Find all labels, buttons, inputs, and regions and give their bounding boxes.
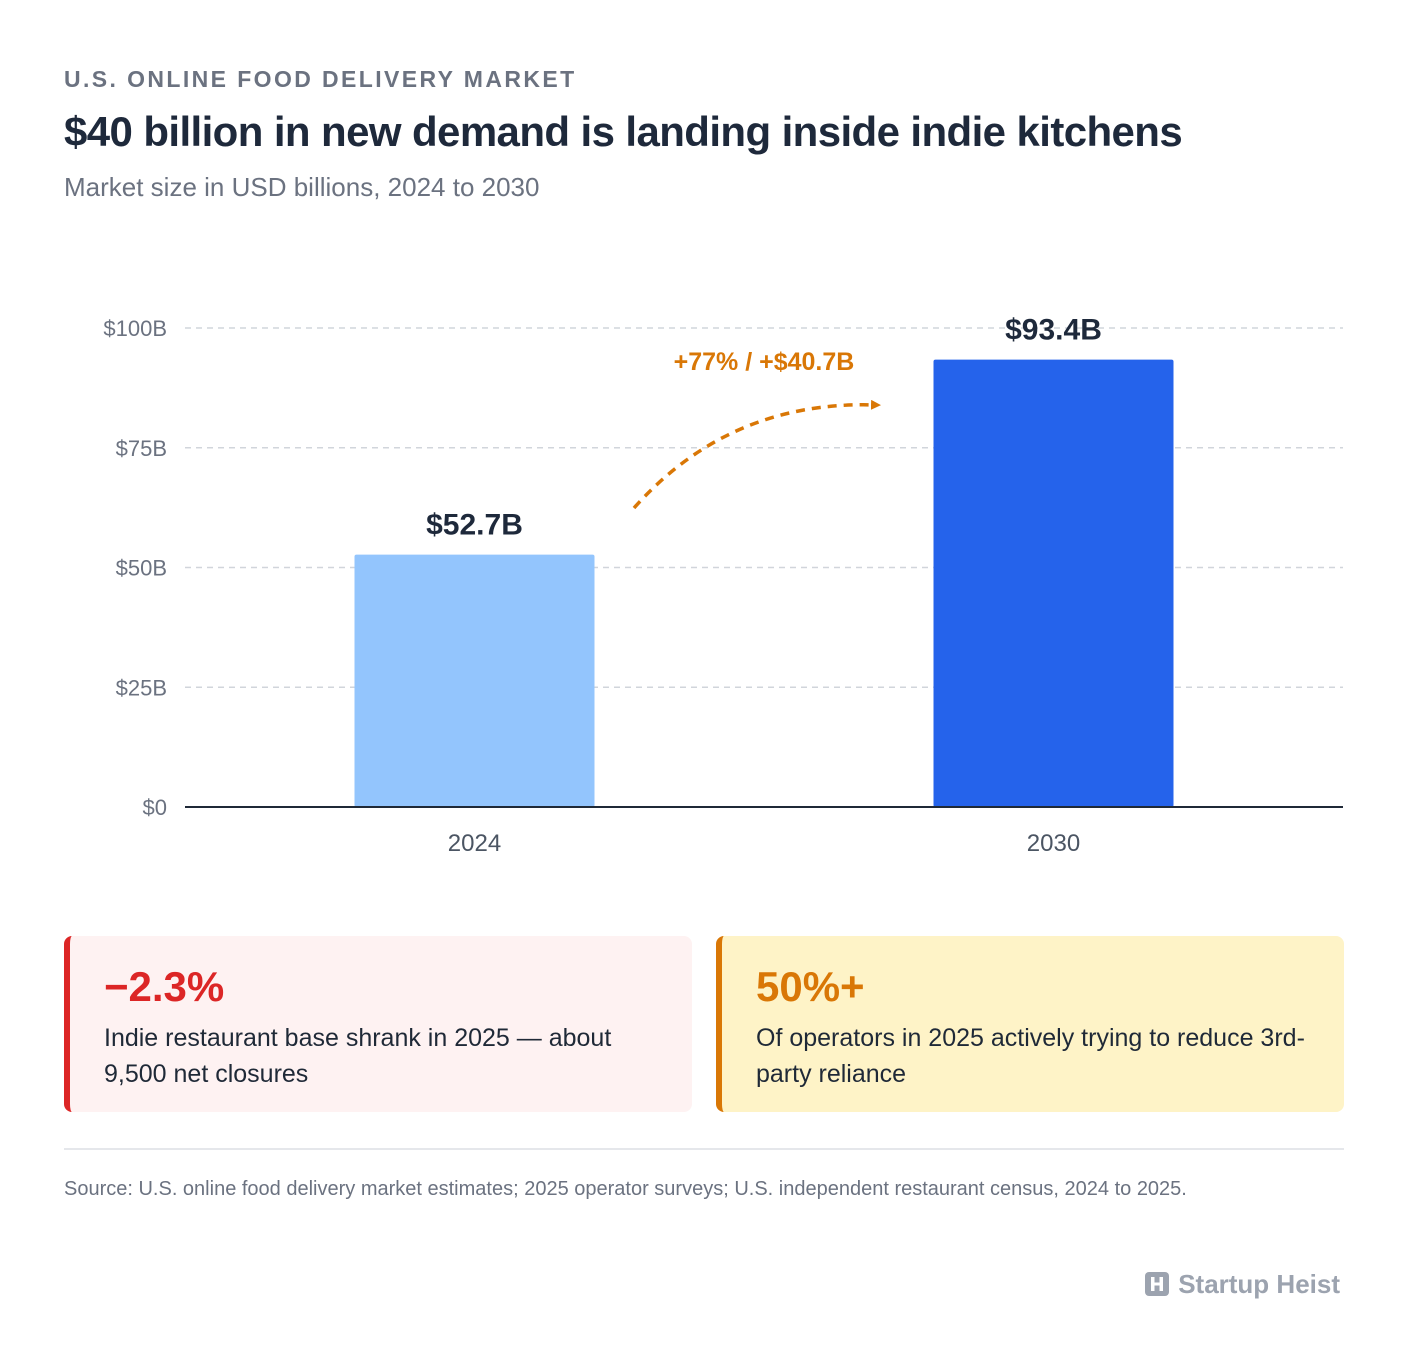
brand-name: Startup Heist bbox=[1178, 1268, 1340, 1299]
bar-value-label: $93.4B bbox=[1005, 314, 1102, 347]
stat-card-text: Indie restaurant base shrank in 2025 — a… bbox=[104, 1024, 612, 1088]
bar-value-label: $52.7B bbox=[426, 509, 523, 542]
chart-eyebrow: U.S. ONLINE FOOD DELIVERY MARKET bbox=[64, 66, 577, 92]
chart-title: $40 billion in new demand is landing ins… bbox=[64, 108, 1183, 155]
h-logo-icon bbox=[1145, 1272, 1170, 1296]
growth-arrow bbox=[632, 399, 881, 510]
footer-divider bbox=[64, 1148, 1344, 1150]
chart-subtitle: Market size in USD billions, 2024 to 203… bbox=[64, 172, 540, 202]
x-tick-label: 2024 bbox=[448, 830, 501, 857]
x-tick-label: 2030 bbox=[1027, 830, 1080, 857]
stat-card-closures: −2.3% Indie restaurant base shrank in 20… bbox=[64, 936, 692, 1112]
y-tick-label: $75B bbox=[116, 436, 167, 461]
source-note: Source: U.S. online food delivery market… bbox=[64, 1178, 1187, 1200]
bar-chart: $0 $25B $50B $75B $100B $52.7B 2024 $93.4B 2030… bbox=[103, 314, 1343, 857]
bar-2024 bbox=[354, 554, 595, 807]
stat-card-text: Of operators in 2025 actively trying to … bbox=[756, 1024, 1305, 1088]
stat-card-value: 50%+ bbox=[756, 963, 865, 1010]
brand-logo: Startup Heist bbox=[1128, 1264, 1340, 1304]
stat-card-operators: 50%+ Of operators in 2025 actively tryin… bbox=[716, 936, 1344, 1112]
y-tick-label: $25B bbox=[116, 675, 167, 700]
bar-2030 bbox=[933, 359, 1174, 807]
y-tick-label: $50B bbox=[116, 556, 167, 581]
growth-annotation: +77% / +$40.7B bbox=[674, 348, 855, 376]
stat-card-value: −2.3% bbox=[104, 963, 225, 1010]
y-tick-label: $100B bbox=[103, 316, 167, 341]
y-tick-label: $0 bbox=[143, 795, 167, 820]
